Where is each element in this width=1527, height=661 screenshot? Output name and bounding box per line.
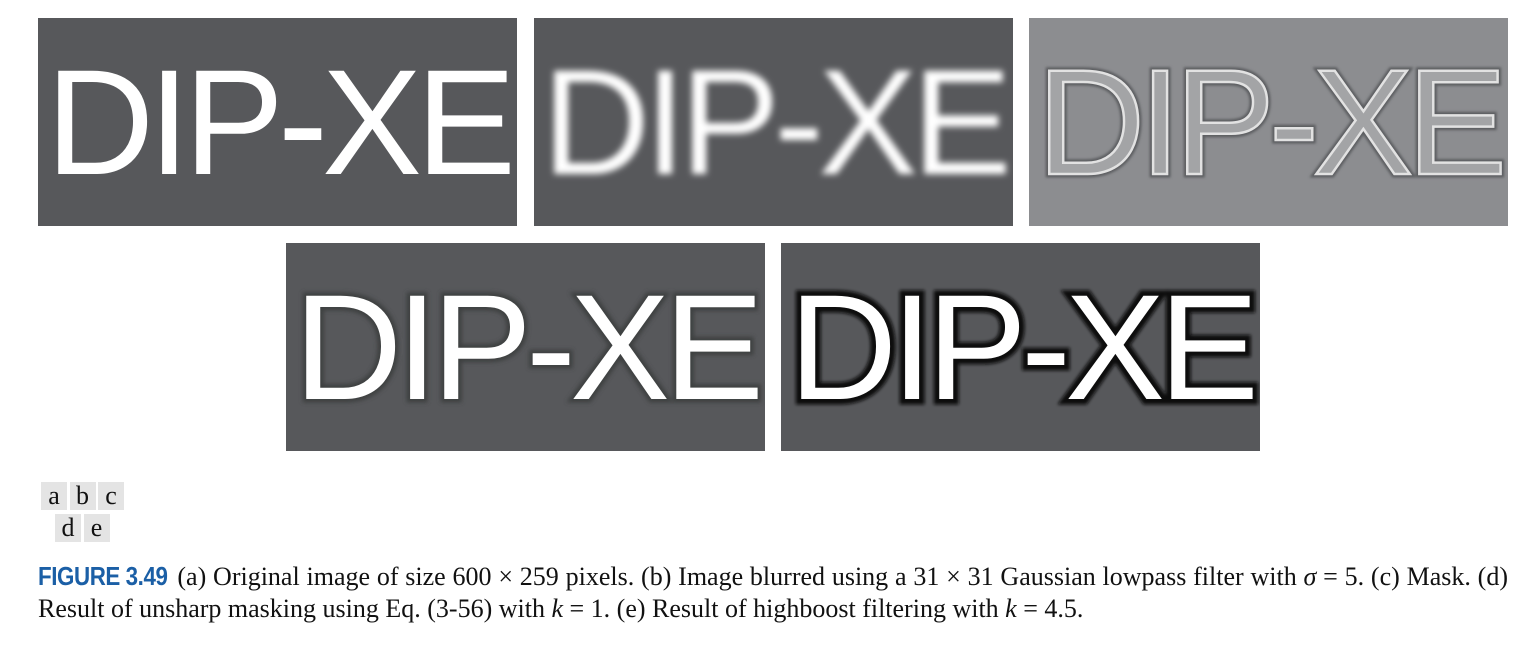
caption-text-4: = 4.5.: [1016, 594, 1084, 623]
caption-k-1: k: [551, 594, 563, 623]
caption-sigma: σ: [1303, 562, 1317, 591]
panel-d-text-halo: DIP-XE: [294, 263, 758, 431]
panel-a-original: DIP-XE: [38, 18, 517, 226]
panel-e-text: DIP-XE: [789, 263, 1253, 431]
panel-d-image: DIP-XE DIP-XE: [286, 243, 765, 451]
panel-e-text-halo: DIP-XE: [789, 263, 1253, 431]
panel-a-text: DIP-XE: [46, 38, 510, 206]
layout-key-row-2: d e: [55, 514, 110, 542]
panel-c-mask: DIP-XE DIP-XE: [1029, 18, 1508, 226]
panel-c-image: DIP-XE DIP-XE: [1029, 18, 1508, 226]
layout-key-e: e: [83, 514, 110, 542]
panel-d-text: DIP-XE: [294, 263, 758, 431]
panel-e-highboost: DIP-XE DIP-XE: [781, 243, 1260, 451]
caption-text-2: = 5. (c) Mask. (d) Result of unsharp mas…: [38, 562, 1508, 623]
panel-b-text: DIP-XE: [542, 38, 1006, 206]
panel-c-text-shadow: DIP-XE: [1037, 38, 1501, 206]
panel-c-text: DIP-XE: [1037, 38, 1501, 206]
figure-label: FIGURE 3.49: [38, 561, 168, 591]
layout-key-d: d: [55, 514, 81, 542]
caption-text-3: = 1. (e) Result of highboost filtering w…: [563, 594, 1006, 623]
layout-key-row-1: a b c: [41, 482, 124, 510]
panel-b-image: DIP-XE: [534, 18, 1013, 226]
figure-caption: FIGURE 3.49 (a) Original image of size 6…: [38, 560, 1508, 625]
panel-e-image: DIP-XE DIP-XE: [781, 243, 1260, 451]
layout-key-a: a: [41, 482, 67, 510]
panel-d-unsharp: DIP-XE DIP-XE: [286, 243, 765, 451]
layout-key-b: b: [69, 482, 96, 510]
caption-k-2: k: [1005, 594, 1017, 623]
caption-text-1: (a) Original image of size 600 × 259 pix…: [170, 562, 1304, 591]
panel-b-blurred: DIP-XE: [534, 18, 1013, 226]
layout-key-c: c: [98, 482, 124, 510]
panel-a-image: DIP-XE: [38, 18, 517, 226]
